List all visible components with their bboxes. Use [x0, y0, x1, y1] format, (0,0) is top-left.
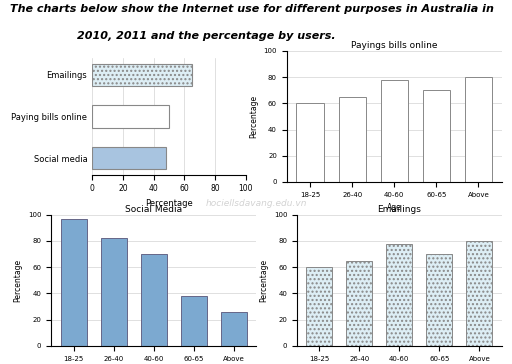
Bar	[306, 267, 332, 346]
Bar	[465, 77, 492, 182]
Bar	[92, 105, 169, 128]
X-axis label: Age: Age	[387, 203, 401, 212]
Bar	[221, 312, 247, 346]
Y-axis label: Percentage: Percentage	[13, 259, 23, 302]
Bar	[380, 80, 408, 182]
Text: hociellsdavang.edu.vn: hociellsdavang.edu.vn	[205, 199, 307, 208]
Bar	[338, 97, 366, 182]
Bar	[426, 254, 453, 346]
Title: Emailings: Emailings	[377, 205, 421, 214]
Y-axis label: Percentage: Percentage	[249, 95, 258, 138]
Bar	[387, 244, 412, 346]
Title: Social Media: Social Media	[125, 205, 182, 214]
X-axis label: Percentage: Percentage	[145, 199, 193, 208]
Bar	[346, 261, 372, 346]
Text: 2010, 2011 and the percentage by users.: 2010, 2011 and the percentage by users.	[77, 31, 335, 41]
Bar	[181, 296, 207, 346]
Bar	[60, 219, 87, 346]
Bar	[466, 241, 493, 346]
Title: Payings bills online: Payings bills online	[351, 41, 437, 50]
Bar	[141, 254, 166, 346]
Bar	[100, 238, 126, 346]
Text: The charts below show the Internet use for different purposes in Australia in: The charts below show the Internet use f…	[10, 4, 494, 13]
Bar	[422, 90, 450, 182]
Bar	[92, 64, 192, 86]
Bar	[296, 103, 324, 182]
Bar	[92, 147, 166, 169]
Y-axis label: Percentage: Percentage	[259, 259, 268, 302]
